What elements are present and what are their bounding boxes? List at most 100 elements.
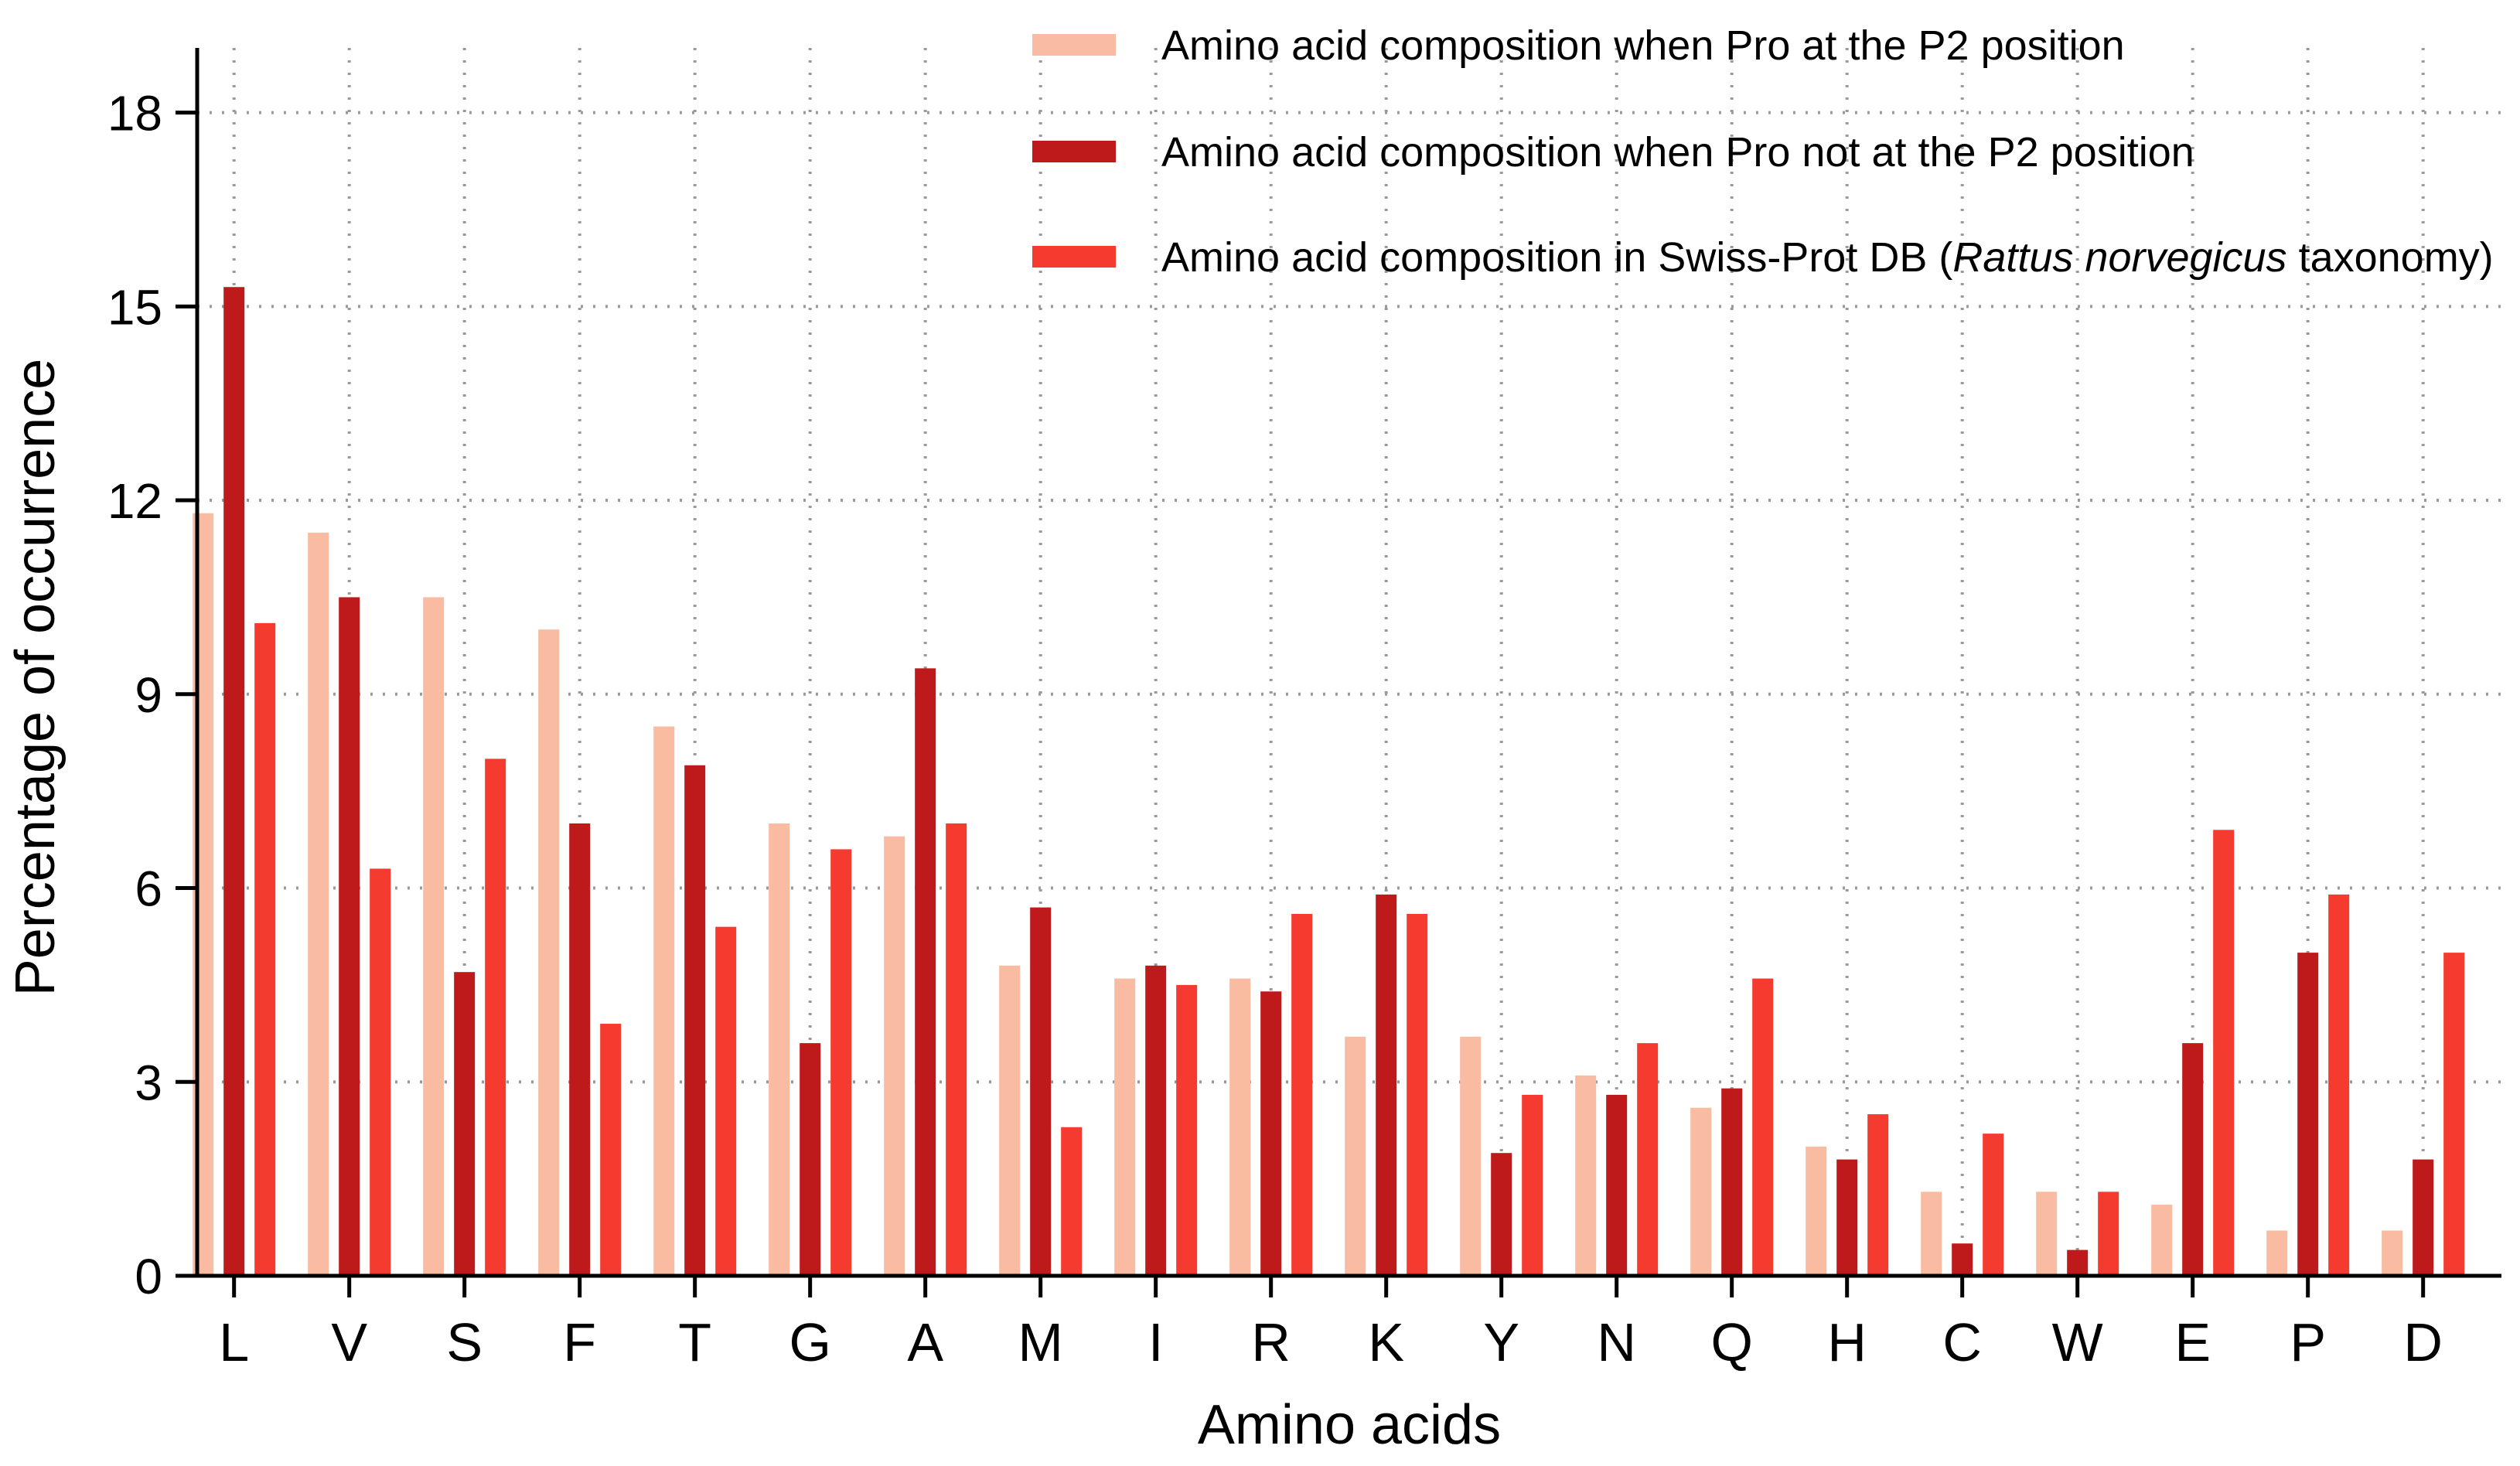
y-axis-title: Percentage of occurrence [5,359,66,996]
bar-G-series-1 [769,823,790,1276]
bar-T-series-3 [715,926,737,1276]
bar-R-series-1 [1229,978,1251,1276]
bar-Y-series-2 [1491,1153,1512,1276]
y-tick-label: 15 [107,279,162,335]
bar-N-series-3 [1637,1043,1659,1276]
y-tick-label: 9 [135,667,162,723]
bar-I-series-2 [1145,965,1167,1276]
x-tick-label-P: P [2290,1312,2326,1372]
tick-labels: 0 3 6 9 12 15 18 L V S F T G A M I R K Y N Q H C W E P D [107,86,2443,1372]
bar-V-series-2 [339,597,360,1276]
bar-K-series-2 [1376,894,1397,1276]
bar-R-series-3 [1291,913,1313,1276]
x-axis-title: Amino acids [1198,1394,1501,1456]
bar-D-series-3 [2443,953,2465,1276]
bar-L-series-3 [254,622,276,1276]
bar-E-series-1 [2151,1205,2173,1276]
legend-label: Amino acid composition when Pro at the P… [1161,22,2125,69]
x-tick-label-I: I [1148,1312,1163,1372]
y-tick-label: 6 [135,861,162,917]
x-tick-label-C: C [1942,1312,1982,1372]
bar-S-series-2 [454,972,476,1276]
bar-P-series-2 [2297,953,2319,1276]
bar-I-series-3 [1176,984,1198,1276]
bar-T-series-2 [684,765,706,1276]
legend-swatch [1032,246,1116,268]
bar-P-series-1 [2266,1230,2288,1276]
legend: Amino acid composition when Pro at the P… [1032,22,2494,281]
bar-G-series-2 [800,1043,821,1276]
series-2 [223,287,2434,1277]
y-tick-label: 18 [107,86,162,141]
x-tick-label-Q: Q [1710,1312,1752,1372]
bar-C-series-2 [1952,1243,1973,1276]
x-tick-label-K: K [1368,1312,1404,1372]
bar-A-series-2 [915,668,936,1276]
bar-S-series-3 [485,759,506,1276]
bar-W-series-2 [2067,1250,2089,1276]
bar-F-series-3 [600,1024,622,1276]
bar-G-series-3 [830,849,852,1276]
x-tick-label-S: S [446,1312,483,1372]
bar-A-series-3 [946,823,967,1276]
bar-M-series-3 [1061,1127,1083,1276]
bar-V-series-3 [370,868,391,1276]
bar-E-series-2 [2182,1043,2204,1276]
bar-M-series-2 [1030,907,1052,1276]
bar-Q-series-2 [1721,1088,1743,1276]
bar-A-series-1 [884,836,905,1276]
x-tick-label-M: M [1018,1312,1063,1372]
x-tick-label-R: R [1251,1312,1291,1372]
bar-C-series-3 [1983,1134,2004,1276]
legend-item-1: Amino acid composition when Pro at the P… [1032,22,2125,69]
bar-H-series-1 [1806,1146,1827,1276]
y-tick-label: 12 [107,473,162,529]
bar-W-series-3 [2098,1192,2119,1276]
x-tick-label-V: V [331,1312,367,1372]
bar-K-series-3 [1407,913,1428,1276]
x-tick-label-T: T [678,1312,711,1372]
x-tick-label-D: D [2403,1312,2443,1372]
bar-P-series-3 [2328,894,2350,1276]
bar-H-series-3 [1867,1114,1889,1276]
bar-Y-series-3 [1522,1094,1543,1276]
bar-V-series-1 [308,532,329,1276]
legend-label: Amino acid composition in Swiss-Prot DB … [1161,234,2494,281]
bar-S-series-1 [423,597,445,1276]
bar-W-series-1 [2036,1192,2058,1276]
x-tick-label-W: W [2052,1312,2103,1372]
bar-N-series-2 [1606,1094,1628,1276]
legend-label: Amino acid composition when Pro not at t… [1161,129,2194,176]
bar-T-series-1 [653,726,675,1276]
bar-D-series-2 [2413,1159,2434,1276]
bar-L-series-2 [223,287,245,1277]
bar-N-series-1 [1575,1075,1597,1276]
legend-item-3: Amino acid composition in Swiss-Prot DB … [1032,234,2494,281]
bar-Q-series-3 [1752,978,1774,1276]
bar-C-series-1 [1921,1192,1942,1276]
bar-M-series-1 [999,965,1021,1276]
x-tick-label-L: L [219,1312,249,1372]
x-tick-label-N: N [1597,1312,1636,1372]
bar-R-series-2 [1260,991,1282,1276]
y-tick-label: 0 [135,1249,162,1304]
x-tick-label-Y: Y [1483,1312,1519,1372]
y-tick-label: 3 [135,1055,162,1110]
bar-D-series-1 [2382,1230,2403,1276]
legend-swatch [1032,34,1116,56]
x-tick-label-H: H [1827,1312,1867,1372]
x-tick-label-F: F [563,1312,596,1372]
x-tick-label-G: G [789,1312,830,1372]
bar-F-series-2 [569,823,591,1276]
legend-item-2: Amino acid composition when Pro not at t… [1032,129,2194,176]
bar-H-series-2 [1836,1159,1858,1276]
series-1 [193,513,2403,1276]
bar-I-series-1 [1114,978,1136,1276]
x-tick-label-E: E [2174,1312,2211,1372]
bars [193,287,2465,1277]
bar-Q-series-1 [1690,1107,1712,1276]
bar-F-series-1 [538,629,560,1276]
x-tick-label-A: A [907,1312,943,1372]
